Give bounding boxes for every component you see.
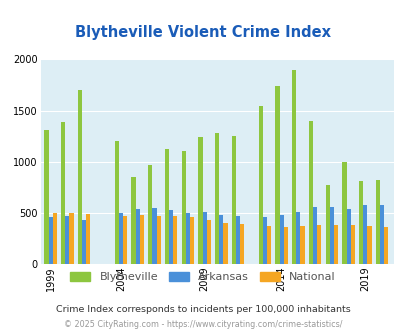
Bar xyxy=(49,217,53,264)
Bar xyxy=(156,216,160,264)
Bar xyxy=(206,220,211,264)
Bar xyxy=(308,121,312,264)
Bar xyxy=(148,165,152,264)
Bar xyxy=(367,226,371,264)
Bar xyxy=(69,213,73,264)
Bar xyxy=(358,181,362,264)
Bar xyxy=(235,216,240,264)
Bar xyxy=(300,226,304,264)
Bar xyxy=(258,107,262,264)
Bar xyxy=(219,215,223,264)
Bar xyxy=(202,212,206,264)
Bar xyxy=(240,224,244,264)
Bar xyxy=(262,217,266,264)
Bar xyxy=(279,215,283,264)
Bar xyxy=(362,205,367,264)
Bar xyxy=(333,225,337,264)
Bar xyxy=(379,205,383,264)
Bar xyxy=(78,90,82,264)
Bar xyxy=(82,220,86,264)
Bar xyxy=(168,210,173,264)
Bar xyxy=(135,209,139,264)
Bar xyxy=(296,212,300,264)
Text: Crime Index corresponds to incidents per 100,000 inhabitants: Crime Index corresponds to incidents per… xyxy=(55,305,350,314)
Bar xyxy=(325,185,329,264)
Bar xyxy=(131,177,135,264)
Bar xyxy=(181,151,185,264)
Bar xyxy=(119,213,123,264)
Bar xyxy=(223,222,227,264)
Bar xyxy=(341,162,346,264)
Bar xyxy=(86,214,90,264)
Bar xyxy=(53,213,57,264)
Bar xyxy=(190,217,194,264)
Bar xyxy=(114,141,119,264)
Bar xyxy=(173,216,177,264)
Bar xyxy=(61,122,65,264)
Bar xyxy=(123,216,127,264)
Bar xyxy=(65,216,69,264)
Bar xyxy=(275,86,279,264)
Text: © 2025 CityRating.com - https://www.cityrating.com/crime-statistics/: © 2025 CityRating.com - https://www.city… xyxy=(64,320,341,329)
Bar xyxy=(164,149,168,264)
Bar xyxy=(152,208,156,264)
Bar xyxy=(266,226,271,264)
Bar xyxy=(350,225,354,264)
Bar xyxy=(375,180,379,264)
Legend: Blytheville, Arkansas, National: Blytheville, Arkansas, National xyxy=(66,267,339,286)
Bar xyxy=(139,215,144,264)
Bar xyxy=(383,227,388,264)
Bar xyxy=(292,70,296,264)
Bar xyxy=(346,209,350,264)
Bar xyxy=(312,207,316,264)
Bar xyxy=(198,137,202,264)
Bar xyxy=(316,225,321,264)
Bar xyxy=(231,136,235,264)
Bar xyxy=(283,227,287,264)
Bar xyxy=(215,133,219,264)
Bar xyxy=(44,130,49,264)
Bar xyxy=(329,207,333,264)
Bar xyxy=(185,213,190,264)
Text: Blytheville Violent Crime Index: Blytheville Violent Crime Index xyxy=(75,25,330,41)
